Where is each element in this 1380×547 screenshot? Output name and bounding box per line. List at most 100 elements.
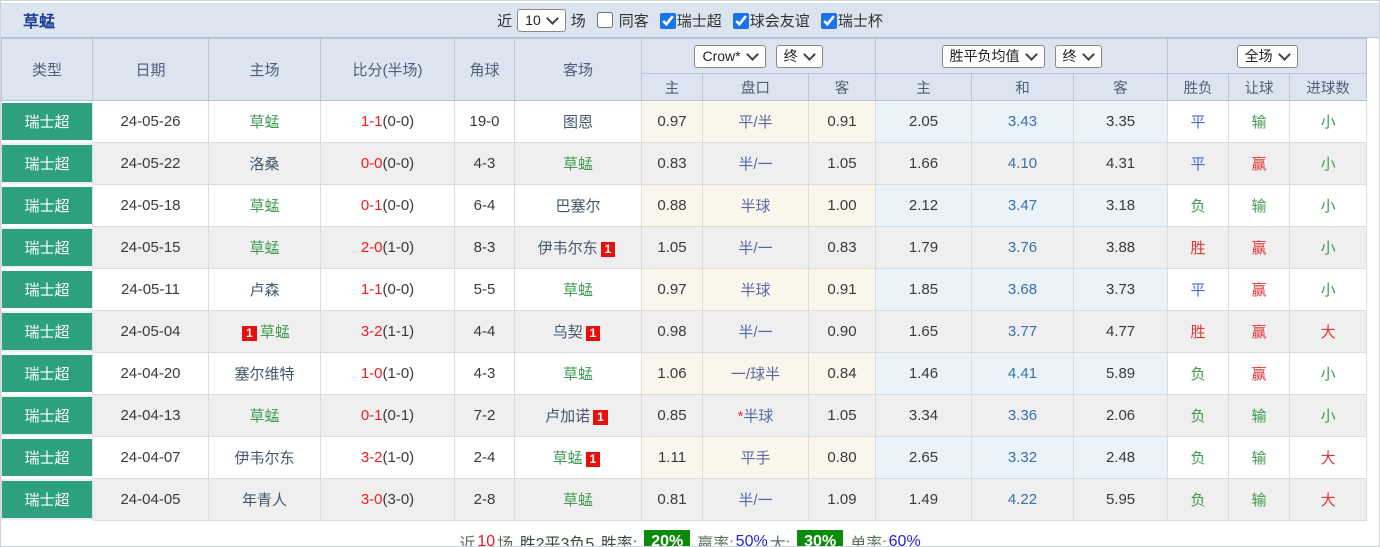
away-odds-cell: 0.90 (807, 310, 877, 353)
date-cell: 24-05-22 (92, 142, 209, 185)
toolbar: 草蜢 近 10 场 同客 瑞士超 球会友谊 瑞士杯 (1, 3, 1379, 38)
team-name: 草蜢 (562, 366, 593, 383)
league-badge: 瑞士超 (2, 439, 92, 476)
away-odds-cell: 0.91 (807, 100, 877, 143)
team-name: 草蜢 (249, 114, 280, 131)
odds-stage-select[interactable]: 终 (775, 44, 823, 68)
filter-league: 瑞士超 (654, 10, 722, 31)
away-odds-cell: 1.05 (807, 142, 877, 185)
handicap-result-cell: 输 (1228, 100, 1291, 143)
date-cell: 24-05-04 (92, 310, 209, 353)
away-team-cell: 草蜢 (514, 268, 642, 311)
goals-cell: 小 (1289, 394, 1368, 437)
away-odds-cell: 0.84 (807, 352, 877, 395)
red-card-badge: 1 (585, 452, 601, 467)
avg-home-cell: 3.34 (875, 394, 973, 437)
match-row: 瑞士超 24-04-07 伊韦尔东 3-2(1-0) 2-4 草蜢 1 1.11 平手 0.80 2… (1, 436, 1368, 479)
col-header-corner: 角球 (454, 38, 515, 101)
avg-type-value: 胜平负均值 (949, 47, 1020, 64)
handicap-cell: 平/半 (702, 100, 809, 143)
avg-away-cell: 5.95 (1073, 478, 1169, 521)
team-name: 草蜢 (249, 240, 280, 257)
friendly-filter-checkbox[interactable] (732, 12, 749, 29)
col-header-score: 比分(半场) (320, 38, 455, 101)
handicap-cell: 半/一 (702, 310, 809, 353)
filter-friendly: 球会友谊 (727, 10, 810, 31)
avg-home-cell: 2.12 (875, 184, 973, 227)
league-filter-checkbox[interactable] (659, 12, 676, 29)
result-cell: 负 (1167, 436, 1230, 479)
col-header-handicap: 盘口 (702, 73, 809, 101)
goals-cell: 小 (1289, 226, 1368, 269)
avg-home-cell: 1.85 (875, 268, 973, 311)
chevron-down-icon (1081, 47, 1095, 61)
handicap-result-cell: 赢 (1228, 226, 1291, 269)
goals-cell: 小 (1289, 142, 1368, 185)
away-team-cell: 乌契 1 (514, 310, 642, 353)
chevron-down-icon (802, 47, 816, 61)
home-team-cell: 草蜢 (208, 184, 321, 227)
score-cell: 0-1(0-1) (320, 394, 455, 437)
page-title: 草蜢 (23, 14, 56, 31)
matches-table: 类型 日期 主场 比分(半场) 角球 客场 Crow* 终 胜平负均值 终 (1, 38, 1368, 521)
match-row: 瑞士超 24-05-22 洛桑 0-0(0-0) 4-3 草蜢 0.83 半/一 1.05 1.6… (1, 142, 1368, 185)
avg-home-cell: 1.65 (875, 310, 973, 353)
avg-stage-select[interactable]: 终 (1054, 44, 1102, 68)
corner-cell: 2-8 (454, 478, 515, 521)
team-name: 草蜢 (552, 450, 583, 467)
team-name: 草蜢 (249, 198, 280, 215)
league-badge: 瑞士超 (2, 103, 92, 140)
handicap-cell: *半球 (702, 394, 809, 437)
team-name: 草蜢 (562, 282, 593, 299)
avg-type-select[interactable]: 胜平负均值 (941, 44, 1045, 68)
league-badge: 瑞士超 (2, 187, 92, 224)
home-team-cell: 洛桑 (208, 142, 321, 185)
result-cell: 平 (1167, 142, 1230, 185)
score-cell: 1-1(0-0) (320, 100, 455, 143)
recent-count-select[interactable]: 10 (517, 8, 566, 32)
avg-group-header: 胜平负均值 终 (875, 38, 1169, 74)
handicap-cell: 半/一 (702, 142, 809, 185)
cup-filter-checkbox[interactable] (820, 12, 837, 29)
avg-draw-cell: 3.47 (971, 184, 1075, 227)
result-cell: 负 (1167, 478, 1230, 521)
avg-away-cell: 2.06 (1073, 394, 1169, 437)
home-team-cell: 草蜢 (208, 100, 321, 143)
handicap-result-cell: 输 (1228, 478, 1291, 521)
footer-big-label: 大: (769, 535, 791, 547)
col-header-odds-home: 主 (641, 73, 703, 101)
goals-cell: 小 (1289, 184, 1368, 227)
footer-recent-label: 近 (459, 535, 476, 547)
handicap-cell: 半/一 (702, 226, 809, 269)
scope-select[interactable]: 全场 (1236, 44, 1298, 68)
home-odds-cell: 0.83 (641, 142, 703, 185)
footer-single-rate: 60% (888, 532, 921, 547)
footer-single-label: 单率: (850, 535, 887, 547)
same-away-label: 同客 (618, 12, 649, 30)
home-odds-cell: 0.85 (641, 394, 703, 437)
chevron-down-icon (1024, 47, 1038, 61)
home-team-cell: 塞尔维特 (208, 352, 321, 395)
handicap-result-cell: 输 (1228, 184, 1291, 227)
odds-company-select[interactable]: Crow* (694, 44, 766, 68)
league-cell: 瑞士超 (1, 226, 93, 269)
handicap-result-cell: 输 (1228, 394, 1291, 437)
away-odds-cell: 1.00 (807, 184, 877, 227)
handicap-cell: 一/球半 (702, 352, 809, 395)
footer-odds-label: 赢率: (697, 535, 734, 547)
home-team-cell: 草蜢 (208, 226, 321, 269)
same-away-checkbox[interactable] (596, 12, 613, 28)
home-odds-cell: 1.11 (641, 436, 703, 479)
col-header-avg-home: 主 (875, 73, 973, 101)
league-badge: 瑞士超 (2, 481, 92, 518)
chevron-down-icon (545, 11, 559, 25)
goals-cell: 小 (1289, 268, 1368, 311)
league-cell: 瑞士超 (1, 268, 93, 311)
match-row: 瑞士超 24-05-15 草蜢 2-0(1-0) 8-3 伊韦尔东 1 1.05 半/一 0.83… (1, 226, 1368, 269)
odds-company-value: Crow* (702, 47, 741, 64)
home-team-cell: 年青人 (208, 478, 321, 521)
match-row: 瑞士超 24-05-18 草蜢 0-1(0-0) 6-4 巴塞尔 0.88 半球 1.00 2.1… (1, 184, 1368, 227)
avg-draw-cell: 3.68 (971, 268, 1075, 311)
match-row: 瑞士超 24-04-13 草蜢 0-1(0-1) 7-2 卢加诺 1 0.85 *半球 1.05 3… (1, 394, 1368, 437)
score-cell: 0-0(0-0) (320, 142, 455, 185)
